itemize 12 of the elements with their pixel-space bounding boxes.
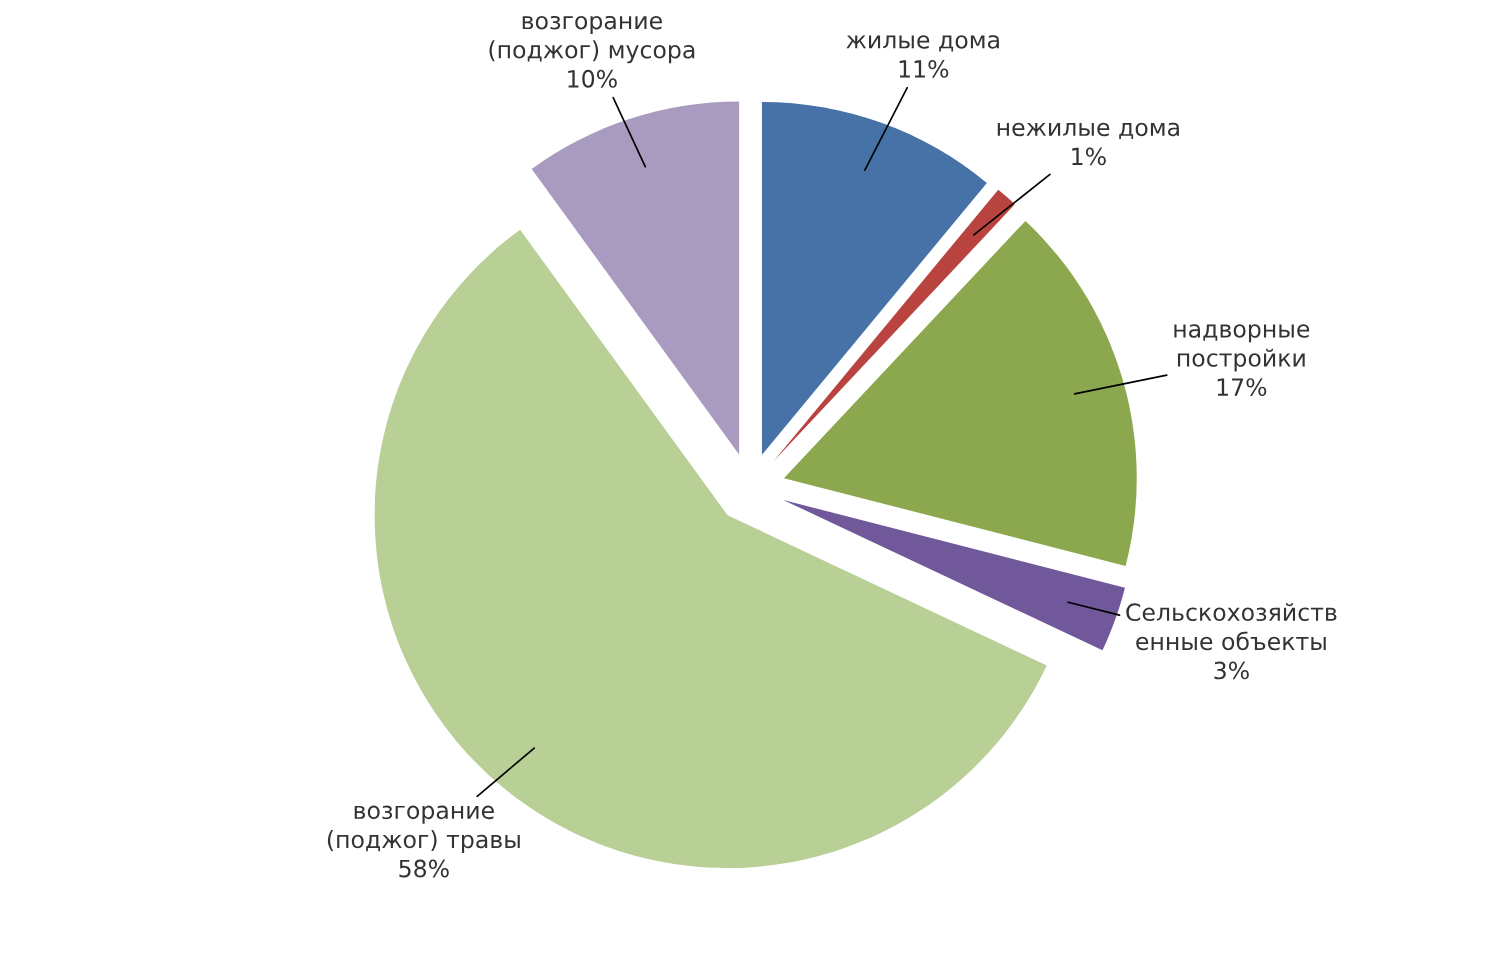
data-label: 17% — [1217, 378, 1267, 396]
slice-label: надворные постройки — [1174, 324, 1310, 372]
slice-label: жилые дома — [846, 35, 999, 52]
slice-label: нежилые дома — [997, 122, 1179, 140]
data-label: 58% — [399, 859, 449, 878]
data-label: 1% — [1072, 147, 1106, 166]
data-label: 3% — [1214, 661, 1249, 680]
slice-label: возгорание (поджог) травы — [327, 805, 520, 853]
data-label: 11% — [899, 59, 949, 78]
data-label: 10% — [568, 69, 617, 88]
slice-label: Сельскохозяйств енные объекты — [1126, 602, 1337, 651]
slice-label: возгорание (поджог) мусора — [489, 15, 695, 64]
